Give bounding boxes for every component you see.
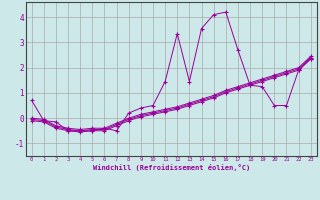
X-axis label: Windchill (Refroidissement éolien,°C): Windchill (Refroidissement éolien,°C) bbox=[92, 164, 250, 171]
